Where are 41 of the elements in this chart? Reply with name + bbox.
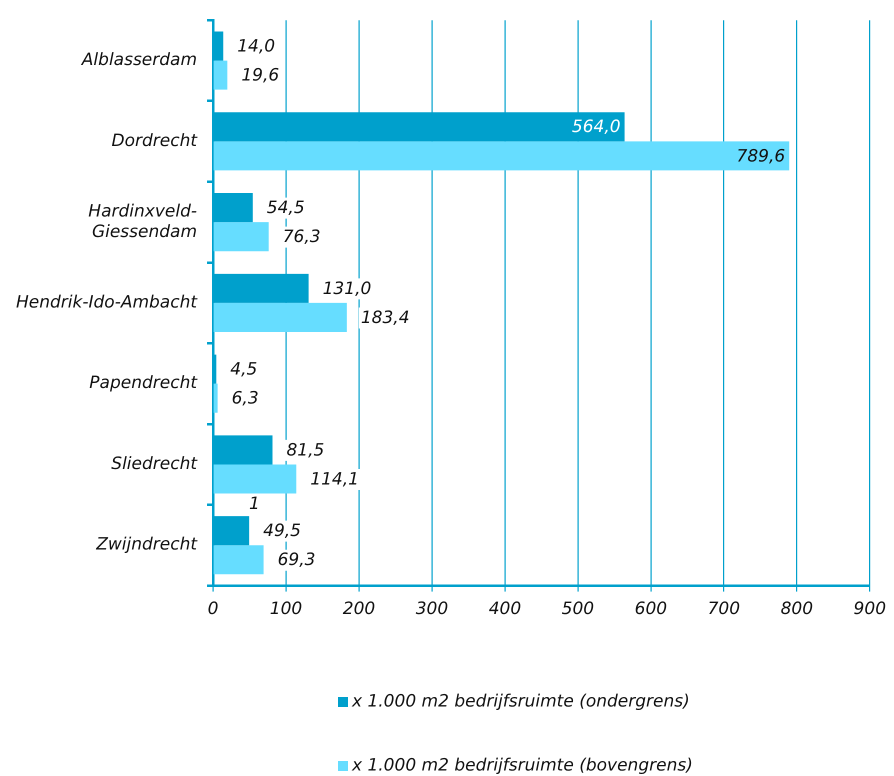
y-tick-label: Hardinxveld-Giessendam xyxy=(88,201,198,242)
data-label: 49,5 xyxy=(263,521,302,542)
x-tick-label: 100 xyxy=(270,599,302,620)
data-label: 789,6 xyxy=(736,146,786,166)
bar xyxy=(214,384,218,413)
data-label: 76,3 xyxy=(282,227,321,248)
bar xyxy=(214,222,269,252)
y-tick-label: Papendrecht xyxy=(89,373,198,394)
data-label: 114,1 xyxy=(310,469,359,490)
x-tick-label: 500 xyxy=(562,599,594,620)
data-label: 4,5 xyxy=(230,360,258,380)
data-label: 54,5 xyxy=(266,198,305,218)
data-label: 564,0 xyxy=(572,117,621,138)
x-tick-label: 400 xyxy=(488,599,522,620)
bar xyxy=(214,464,296,494)
y-tick-label: Alblasserdam xyxy=(80,50,198,70)
annotation: 1 xyxy=(249,494,260,514)
bar xyxy=(214,141,790,170)
data-label: 69,3 xyxy=(278,550,316,570)
bar xyxy=(214,60,228,90)
x-tick-label: 200 xyxy=(342,599,376,620)
data-label: 14,0 xyxy=(237,36,276,56)
x-tick-label: 300 xyxy=(416,599,448,620)
bar xyxy=(214,302,347,332)
x-tick-label: 600 xyxy=(634,599,668,620)
y-tick-label: Zwijndrecht xyxy=(95,534,198,555)
legend-label: x 1.000 m2 bedrijfsruimte (bovengrens) xyxy=(351,755,693,776)
y-tick-label: Dordrecht xyxy=(112,130,198,151)
legend-label: x 1.000 m2 bedrijfsruimte (ondergrens) xyxy=(351,691,690,712)
x-tick-label: 0 xyxy=(208,599,218,620)
y-tick-label: Sliedrecht xyxy=(111,454,198,474)
data-label: 183,4 xyxy=(360,308,410,328)
x-tick-label: 700 xyxy=(708,599,740,620)
data-label: 81,5 xyxy=(286,440,324,460)
y-tick-label: Hendrik-Ido-Ambacht xyxy=(16,292,198,312)
data-label: 6,3 xyxy=(232,388,259,409)
data-label: 19,6 xyxy=(241,66,280,86)
bar xyxy=(214,545,264,574)
x-tick-label: 800 xyxy=(780,599,814,620)
x-tick-label: 900 xyxy=(854,599,886,620)
data-label: 131,0 xyxy=(322,278,372,299)
